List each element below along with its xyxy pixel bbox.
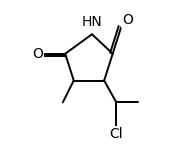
Text: Cl: Cl [109, 127, 123, 141]
Text: O: O [122, 13, 133, 27]
Text: O: O [32, 47, 43, 61]
Text: HN: HN [82, 15, 102, 29]
